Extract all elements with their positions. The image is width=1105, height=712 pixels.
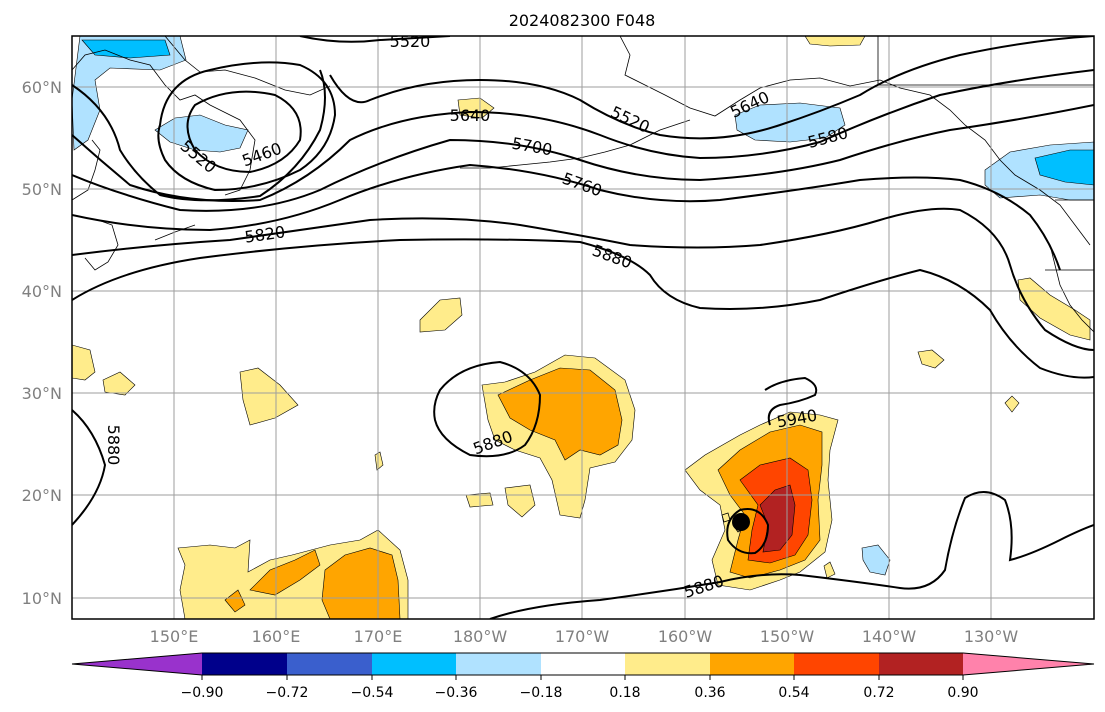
colorbar-extend-min [72, 653, 202, 675]
map-frame [71, 35, 1095, 620]
shade-negative-bc-core [1034, 149, 1094, 186]
storm-center-marker [732, 513, 750, 531]
shade-yellow-westedge [72, 344, 96, 381]
colorbar-tick-label: 0.18 [609, 685, 640, 701]
colorbar-segment [879, 653, 963, 675]
lat-label: 40°N [22, 282, 62, 301]
coast-siberia-top [164, 36, 331, 96]
shade-yellow-top [804, 36, 866, 47]
shade-negative-small [861, 544, 891, 576]
lat-label: 60°N [22, 78, 62, 97]
lon-label: 130°W [964, 627, 1019, 646]
lat-label: 20°N [22, 486, 62, 505]
colorbar-tick-label: 0.36 [694, 685, 725, 701]
coast-kamchatka [72, 49, 256, 196]
anomaly-shading [72, 36, 1094, 619]
contour-label: 5520 [390, 32, 431, 51]
shade-yellow-small4 [917, 349, 945, 369]
lon-labels: 150°E 160°E 170°E 180°W 170°W 160°W 150°… [150, 627, 1019, 646]
colorbar-segment [202, 653, 287, 675]
shade-negative-sea-okhotsk [154, 114, 249, 153]
contour-5880-hawaii-loop [726, 508, 770, 555]
contour-5640 [72, 69, 1094, 202]
shade-yellow-island1 [102, 371, 136, 396]
colorbar-tick-label: 0.54 [778, 685, 809, 701]
gridlines [72, 36, 1094, 619]
contour-label: 5880 [104, 425, 123, 466]
colorbar-tick-label: 0.72 [863, 685, 894, 701]
height-contours [72, 36, 1094, 619]
shade-orange-sw2 [321, 547, 401, 619]
colorbar-tick-label: −0.36 [435, 685, 478, 701]
colorbar-segment [794, 653, 879, 675]
colorbar-segment [287, 653, 372, 675]
coast-na-west [1049, 244, 1094, 333]
colorbar-extend-max [963, 653, 1094, 675]
coast-alaska [619, 36, 1091, 246]
shade-yellow-small5 [1004, 395, 1020, 413]
shade-orange-sw3 [224, 589, 246, 613]
shade-yellow-45n [419, 297, 463, 333]
colorbar-tick-label: −0.90 [181, 685, 224, 701]
colorbar-segment [625, 653, 710, 675]
contour-5460-low [186, 90, 302, 174]
colorbar-tick-label: −0.54 [351, 685, 394, 701]
colorbar-tick-label: 0.90 [947, 685, 978, 701]
lon-label: 160°W [658, 627, 713, 646]
lon-label: 170°E [354, 627, 403, 646]
contour-5880-west [72, 409, 107, 526]
colorbar-segment [456, 653, 541, 675]
shade-yellow-island2 [239, 367, 299, 426]
lon-label: 170°W [555, 627, 610, 646]
contour-5880-north [72, 238, 1094, 379]
shade-yellow-small6 [823, 561, 836, 579]
contour-label: 5640 [450, 106, 491, 125]
lon-label: 160°E [252, 627, 301, 646]
lon-label: 140°W [862, 627, 917, 646]
map-panel: 5520 5640 5520 5460 5520 5700 5640 5580 … [72, 32, 1094, 619]
contour-5820 [72, 207, 1094, 351]
lon-label: 150°E [150, 627, 199, 646]
lat-labels: 60°N 50°N 40°N 30°N 20°N 10°N [22, 78, 62, 608]
contour-5520-low [157, 61, 337, 192]
figure-title: 2024082300 F048 [509, 11, 656, 30]
contour-5520-top [299, 36, 451, 43]
colorbar-segment [710, 653, 794, 675]
shade-orange-dateline [497, 367, 623, 461]
shade-negative-kamchatka [72, 36, 187, 151]
shade-orange-sw1 [249, 549, 321, 596]
lon-label: 150°W [760, 627, 815, 646]
lat-label: 50°N [22, 180, 62, 199]
contour-5940 [764, 376, 818, 426]
colorbar-segment [372, 653, 456, 675]
lat-label: 30°N [22, 384, 62, 403]
lon-label: 180°W [453, 627, 508, 646]
contour-5880-south [489, 491, 1094, 619]
shade-yellow-small3 [504, 484, 536, 518]
colorbar-tick-label: −0.72 [266, 685, 309, 701]
contour-5700 [72, 104, 1094, 212]
coast-japan-kuril [72, 139, 196, 271]
lat-label: 10°N [22, 589, 62, 608]
colorbar-segment [541, 653, 625, 675]
colorbar: −0.90 −0.72 −0.54 −0.36 −0.18 0.18 0.36 … [71, 652, 1095, 701]
contour-5760 [72, 163, 1061, 271]
colorbar-tick-label: −0.18 [520, 685, 563, 701]
shade-negative-kamchatka-core [81, 39, 171, 59]
contour-5880-dateline [433, 360, 542, 458]
